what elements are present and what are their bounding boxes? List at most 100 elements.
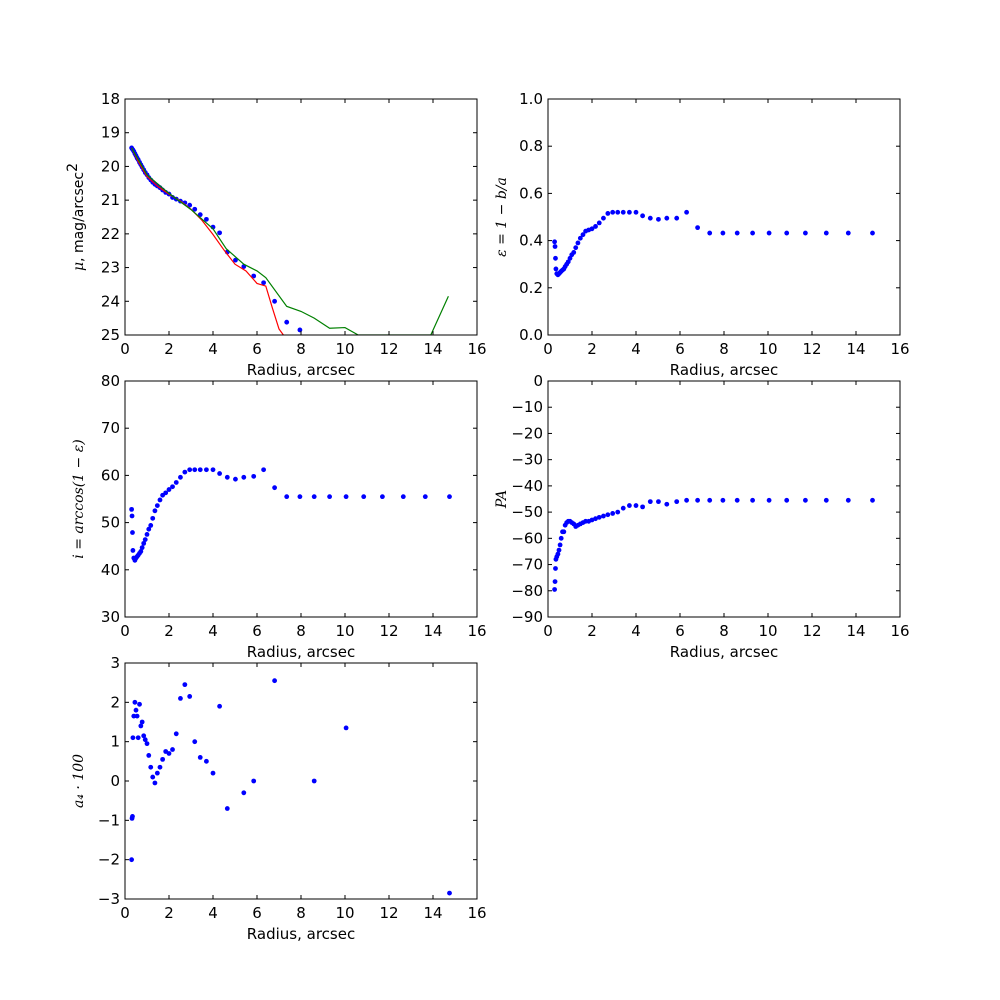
inclination-panel: 0 2 4 6 8 10 12 14 16 30 40 50 60 70 80 Radius, arcsec i… — [71, 372, 487, 661]
data-point — [627, 503, 632, 508]
data-point — [556, 547, 562, 553]
x-tick-label: 4 — [208, 622, 218, 640]
data-point — [803, 230, 808, 236]
y-tick-label: 30 — [101, 608, 120, 626]
data-point — [845, 230, 851, 236]
data-point — [133, 707, 139, 713]
data-point — [823, 230, 829, 236]
data-point — [204, 467, 209, 473]
data-point — [640, 504, 645, 510]
data-point — [272, 678, 277, 684]
data-point — [552, 587, 557, 592]
data-point — [233, 257, 238, 263]
data-point — [845, 497, 851, 503]
data-point — [146, 753, 152, 758]
data-point — [656, 499, 661, 505]
y-tick-label: 80 — [101, 372, 120, 390]
y-axis-label: ε = 1 − b/a — [494, 177, 510, 257]
y-tick-label: −1 — [98, 811, 120, 829]
x-tick-label: 14 — [846, 622, 865, 640]
data-point — [192, 206, 198, 212]
ellipticity-panel: 0 2 4 6 8 10 12 14 16 0.0 0.2 0.4 0.6 0.8 1.0 Radius, a… — [494, 90, 910, 379]
data-point — [577, 235, 583, 241]
axes-frame — [124, 380, 478, 618]
y-tick-label: 50 — [101, 514, 120, 532]
data-point — [633, 209, 639, 215]
x-tick-label: 6 — [675, 622, 685, 640]
data-point — [134, 713, 140, 719]
data-point — [633, 503, 639, 508]
y-tick-label: 1 — [110, 733, 120, 751]
data-point — [664, 501, 670, 507]
y-tick-label: 70 — [101, 419, 120, 437]
plot-area — [129, 145, 449, 335]
data-point — [284, 494, 290, 500]
y-axis-label: PA — [494, 490, 510, 509]
data-point — [137, 701, 142, 707]
y-tick-label: −2 — [98, 851, 120, 869]
data-point — [210, 770, 216, 776]
data-point — [130, 735, 136, 741]
data-point — [593, 224, 598, 229]
y-tick-label: 23 — [101, 259, 120, 277]
x-tick-label: 4 — [631, 340, 641, 358]
data-point — [148, 523, 154, 528]
y-tick-label: −40 — [511, 477, 543, 495]
data-point — [766, 497, 772, 503]
x-tick-label: 0 — [120, 904, 130, 922]
data-point — [664, 215, 670, 221]
y-tick-label: 25 — [101, 326, 120, 344]
y-tick-label: −70 — [511, 556, 543, 574]
y-tick-label: 20 — [101, 157, 120, 175]
x-tick-label: 16 — [467, 340, 486, 358]
x-tick-label: 10 — [758, 340, 777, 358]
x-tick-label: 16 — [467, 622, 486, 640]
data-point — [166, 487, 172, 492]
x-tick-label: 8 — [296, 904, 306, 922]
data-point — [166, 751, 172, 756]
data-point — [129, 506, 135, 512]
data-point — [272, 485, 277, 491]
data-point — [217, 471, 223, 476]
data-point — [674, 499, 680, 505]
data-point — [615, 509, 621, 515]
data-point — [160, 756, 166, 762]
data-point — [297, 494, 303, 500]
data-point — [647, 499, 653, 505]
x-tick-label: 0 — [543, 340, 553, 358]
series-line-2 — [131, 147, 449, 335]
data-point — [720, 230, 726, 236]
data-point — [784, 230, 790, 236]
y-axis-label: μ, mag/arcsec2 — [65, 163, 87, 271]
y-tick-label: −10 — [511, 398, 543, 416]
data-point — [139, 719, 145, 725]
data-point — [596, 220, 602, 226]
x-tick-label: 8 — [296, 340, 306, 358]
plot-area — [129, 467, 452, 563]
data-point — [620, 505, 626, 511]
x-tick-label: 0 — [543, 622, 553, 640]
x-tick-label: 6 — [252, 340, 262, 358]
data-point — [553, 255, 558, 261]
y-tick-label: −60 — [511, 529, 543, 547]
data-point — [620, 209, 626, 215]
data-point — [217, 230, 223, 236]
y-axis-label: a₄ · 100 — [71, 754, 87, 808]
data-point — [870, 230, 875, 236]
data-point — [674, 215, 680, 221]
data-point — [154, 770, 160, 776]
x-axis-label: Radius, arcsec — [670, 643, 778, 661]
y-tick-label: 0.8 — [519, 137, 543, 155]
y-tick-label: 60 — [101, 466, 120, 484]
data-point — [150, 515, 156, 521]
data-point — [157, 497, 163, 503]
y-tick-label: 1.0 — [519, 90, 543, 108]
x-tick-label: 8 — [719, 340, 729, 358]
data-point — [784, 497, 790, 503]
data-point — [720, 497, 726, 503]
data-point — [552, 579, 558, 584]
y-tick-label: 0.4 — [519, 232, 543, 250]
data-point — [224, 474, 230, 480]
y-tick-label: 24 — [101, 292, 120, 310]
